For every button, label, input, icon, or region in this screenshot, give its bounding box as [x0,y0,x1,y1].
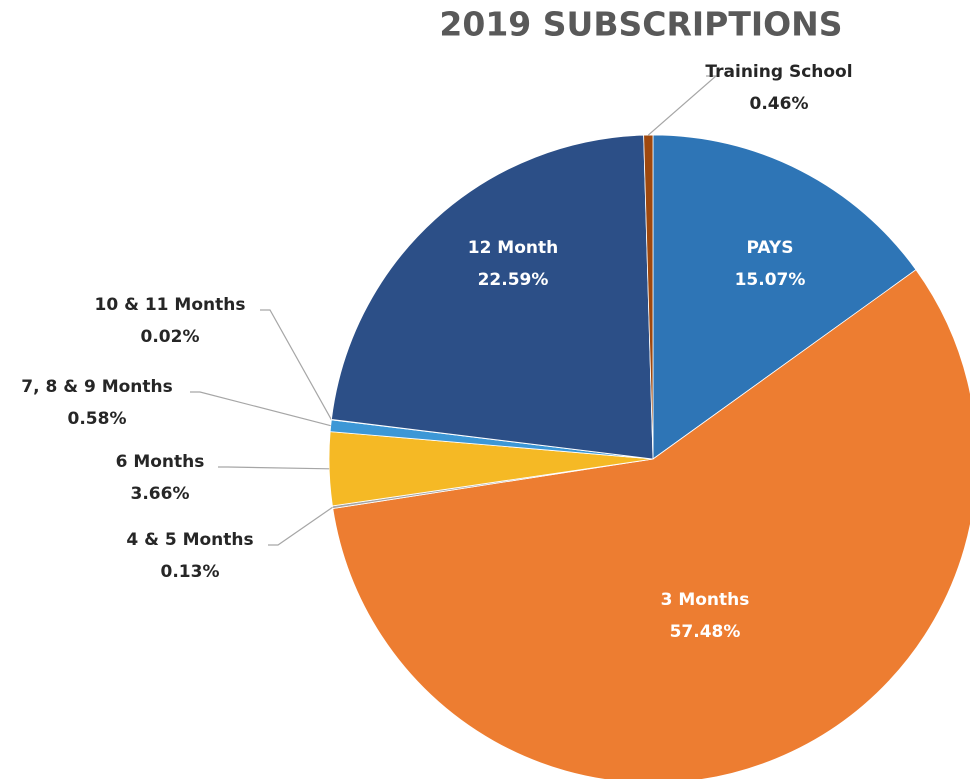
slice-label: 7, 8 & 9 Months [21,377,173,397]
slice-label: 6 Months [116,452,205,472]
slice-label: PAYS [747,238,794,258]
pie-slice [330,134,654,460]
slice-value-label: 0.13% [161,562,220,582]
leader-line [190,391,331,427]
slice-label: 3 Months [661,590,750,610]
pie-slice [332,269,970,779]
pie-slice [652,134,917,460]
slice-value-label: 0.02% [141,327,200,347]
slice-label: 10 & 11 Months [95,295,246,315]
leader-line [260,309,332,420]
chart-title: 2019 SUBSCRIPTIONS [439,5,842,44]
leader-line [647,75,718,136]
leader-line [218,466,330,470]
slice-value-label: 57.48% [670,622,741,642]
slice-value-label: 0.46% [750,94,809,114]
slice-label: 4 & 5 Months [126,530,253,550]
slice-value-label: 0.58% [68,409,127,429]
slice-label: Training School [705,62,852,82]
slice-value-label: 22.59% [478,270,549,290]
slice-value-label: 3.66% [131,484,190,504]
slice-value-label: 15.07% [735,270,806,290]
leader-line [268,506,333,546]
slice-label: 12 Month [468,238,559,258]
